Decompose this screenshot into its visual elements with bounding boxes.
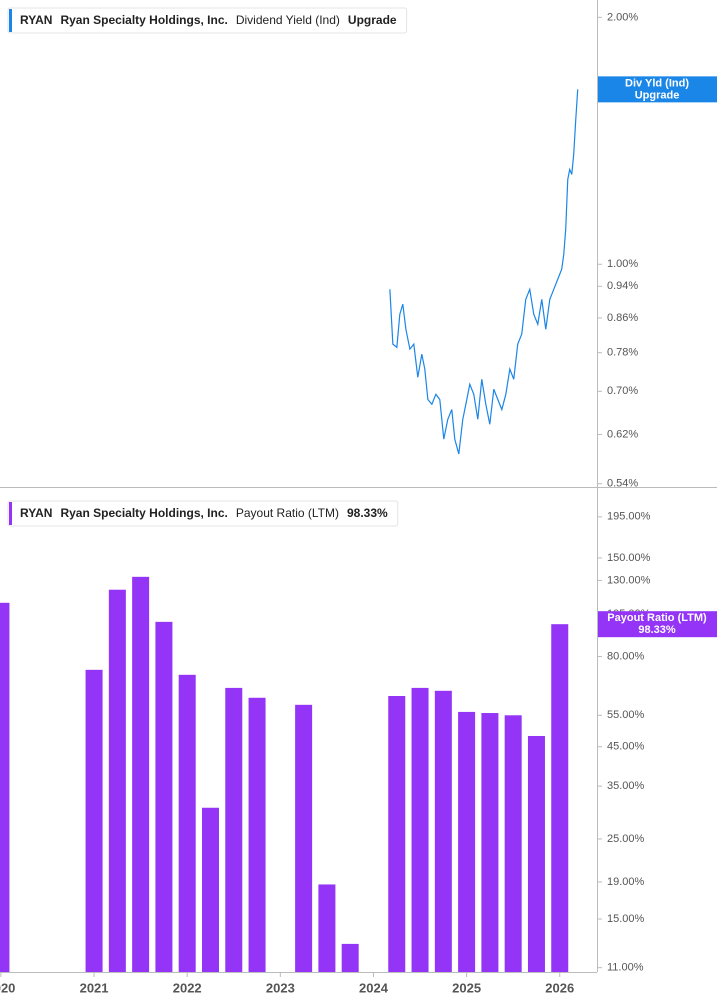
- legend-swatch: [9, 9, 12, 32]
- value-flag: Payout Ratio (LTM)98.33%: [598, 611, 717, 638]
- y-tick-label: 0.54%: [607, 478, 638, 490]
- bar: [155, 621, 173, 972]
- y-tick-label: 0.78%: [607, 347, 638, 359]
- legend-value: Upgrade: [348, 13, 397, 27]
- y-tick-label: 19.00%: [607, 876, 645, 888]
- legend-company: Ryan Specialty Holdings, Inc.: [60, 13, 227, 27]
- flag-box: [598, 611, 717, 638]
- bar: [504, 715, 522, 972]
- y-tick-label: 0.62%: [607, 428, 638, 440]
- legend-box: [7, 500, 399, 527]
- legend: RYAN Ryan Specialty Holdings, Inc. Dividen…: [7, 7, 408, 34]
- bar: [201, 807, 219, 972]
- flag-value: Upgrade: [635, 89, 680, 101]
- y-tick-label: 15.00%: [607, 913, 645, 925]
- flag-box: [598, 76, 717, 103]
- flag-label: Div Yld (Ind): [625, 77, 689, 89]
- y-tick-label: 55.00%: [607, 709, 645, 721]
- bar: [295, 704, 313, 972]
- x-tick-label: 2025: [452, 980, 481, 995]
- legend-series: Dividend Yield (Ind): [236, 13, 340, 27]
- legend-swatch: [9, 502, 12, 525]
- legend-value: 98.33%: [347, 506, 388, 520]
- y-tick-label: 150.00%: [607, 552, 651, 564]
- y-tick-label: 80.00%: [607, 650, 645, 662]
- y-tick-label: 45.00%: [607, 741, 645, 753]
- bar: [108, 589, 126, 972]
- x-tick-label: 2022: [173, 980, 202, 995]
- y-tick-label: 25.00%: [607, 833, 645, 845]
- x-tick-label: 2024: [359, 980, 389, 995]
- data-line: [389, 89, 579, 455]
- bar: [481, 713, 499, 972]
- y-tick-label: 35.00%: [607, 780, 645, 792]
- legend-box: [7, 7, 408, 34]
- bar: [248, 697, 266, 972]
- bar: [434, 690, 452, 972]
- flag-value: 98.33%: [638, 624, 676, 636]
- bar: [458, 711, 476, 972]
- y-tick-label: 1.00%: [607, 258, 638, 270]
- bar: [225, 687, 243, 972]
- flag-label: Payout Ratio (LTM): [607, 612, 707, 624]
- x-tick-label: 2026: [545, 980, 574, 995]
- value-flag: Div Yld (Ind)Upgrade: [598, 76, 717, 103]
- bar: [551, 624, 569, 972]
- bar: [318, 884, 336, 972]
- legend-company: Ryan Specialty Holdings, Inc.: [60, 506, 227, 520]
- bar: [388, 696, 406, 972]
- y-tick-label: 195.00%: [607, 511, 651, 523]
- bar: [411, 687, 429, 972]
- bar: [527, 735, 545, 972]
- y-tick-label: 0.86%: [607, 312, 638, 324]
- x-tick-label: 2023: [266, 980, 295, 995]
- bar: [0, 602, 10, 972]
- y-tick-label: 130.00%: [607, 574, 651, 586]
- y-tick-label: 0.70%: [607, 385, 638, 397]
- bar: [178, 674, 196, 972]
- y-tick-label: 2.00%: [607, 11, 638, 23]
- legend-series: Payout Ratio (LTM): [236, 506, 339, 520]
- y-tick-label: 11.00%: [607, 962, 644, 974]
- y-tick-label: 0.94%: [607, 280, 638, 292]
- legend-ticker: RYAN: [20, 506, 52, 520]
- bar: [85, 669, 103, 972]
- bar: [341, 943, 359, 972]
- legend: RYAN Ryan Specialty Holdings, Inc. Payout …: [7, 500, 399, 527]
- x-tick-label: 2021: [80, 980, 109, 995]
- bar: [132, 576, 150, 972]
- legend-ticker: RYAN: [20, 13, 52, 27]
